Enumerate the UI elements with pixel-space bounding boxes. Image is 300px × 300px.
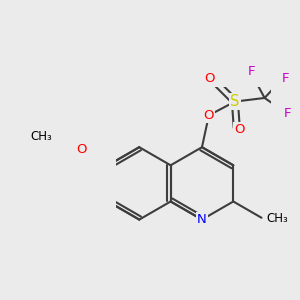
Text: O: O: [204, 109, 214, 122]
Text: F: F: [284, 107, 292, 120]
Text: O: O: [76, 143, 86, 156]
Text: CH₃: CH₃: [31, 130, 52, 143]
Text: F: F: [247, 65, 255, 78]
Text: CH₃: CH₃: [266, 212, 288, 225]
Text: F: F: [282, 72, 289, 85]
Text: O: O: [234, 123, 244, 136]
Text: S: S: [230, 94, 240, 109]
Text: O: O: [205, 72, 215, 85]
Text: N: N: [197, 213, 207, 226]
